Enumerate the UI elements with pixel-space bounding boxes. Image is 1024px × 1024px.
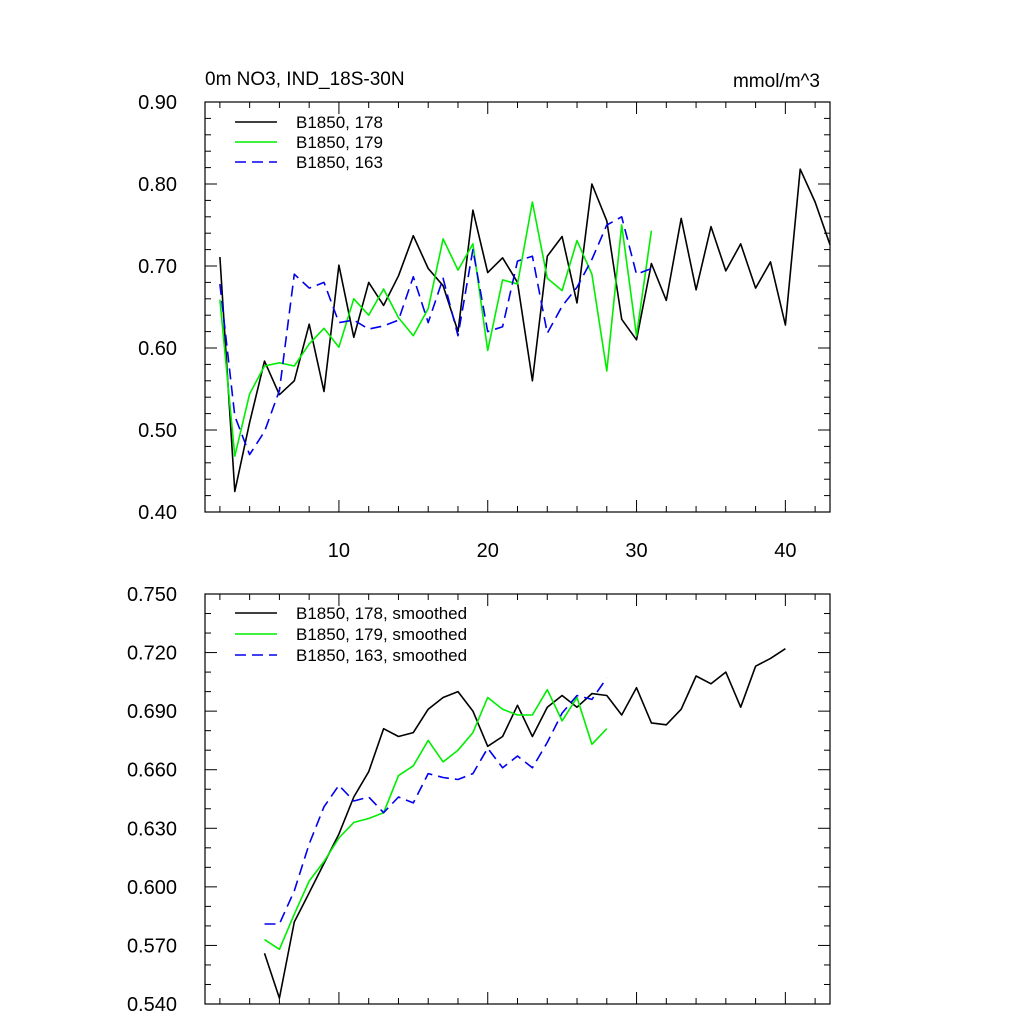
panel-bottom: 0.540 0.570 0.600 0.630 0.660 0.690 0.720 0.750…	[127, 584, 831, 1016]
y-tick-label: 0.690	[127, 701, 177, 723]
y-tick-label: 0.50	[138, 420, 177, 442]
y-tick-label: 0.600	[127, 877, 177, 899]
series-line	[263, 648, 786, 999]
y-tick-label: 0.60	[138, 338, 177, 360]
chart-title: 0m NO3, IND_18S-30N	[205, 69, 405, 90]
y-tick-label: 0.70	[138, 256, 177, 278]
x-tick-label: 30	[625, 540, 647, 562]
legend-label: B1850, 179	[296, 133, 383, 152]
y-tick-label: 0.660	[127, 760, 177, 782]
y-tick-label: 0.40	[138, 502, 177, 524]
y-tick-label: 0.750	[127, 584, 177, 606]
units-label: mmol/m^3	[733, 71, 820, 92]
series-line	[264, 688, 608, 951]
axis-ticks: 0.540 0.570 0.600 0.630 0.660 0.690 0.720 0.750	[127, 584, 830, 1016]
legend-label: B1850, 163	[296, 153, 383, 172]
panel-top: 0m NO3, IND_18S-30N mmol/m^3 0.40 0.50 0.6…	[138, 69, 831, 562]
series-lines	[263, 648, 786, 999]
axis-ticks: 0.40 0.50 0.60 0.70 0.80 0.90 10 20 30 40	[138, 92, 830, 562]
y-tick-label: 0.540	[127, 994, 177, 1016]
series-line	[219, 168, 831, 493]
legend-label: B1850, 178	[296, 113, 383, 132]
y-tick-label: 0.570	[127, 935, 177, 957]
x-tick-label: 40	[774, 540, 796, 562]
y-tick-label: 0.720	[127, 643, 177, 665]
x-tick-label: 10	[328, 540, 350, 562]
series-lines	[219, 168, 831, 493]
series-line	[219, 216, 652, 456]
y-tick-label: 0.80	[138, 174, 177, 196]
series-line	[264, 677, 608, 925]
legend-label: B1850, 179, smoothed	[296, 625, 467, 644]
legend-label: B1850, 178, smoothed	[296, 604, 467, 623]
y-tick-label: 0.90	[138, 92, 177, 114]
legend: B1850, 178, smoothed B1850, 179, smoothed…	[235, 604, 467, 665]
y-tick-label: 0.630	[127, 818, 177, 840]
series-line	[219, 201, 653, 458]
x-tick-label: 20	[477, 540, 499, 562]
legend-label: B1850, 163, smoothed	[296, 646, 467, 665]
